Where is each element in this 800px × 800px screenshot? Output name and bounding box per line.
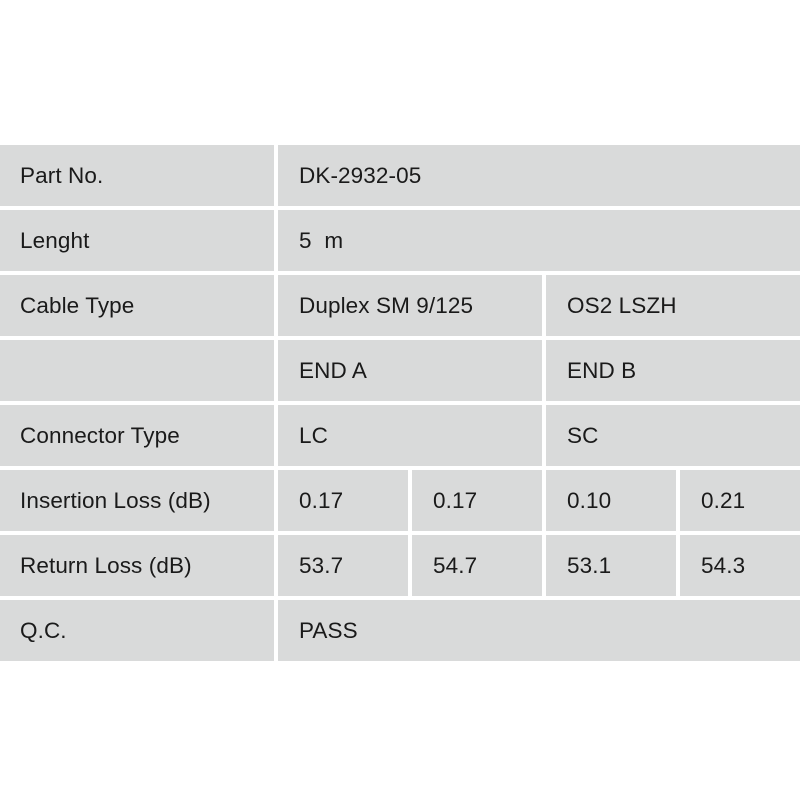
row-value-insertion-loss-2: 0.17 — [412, 470, 542, 531]
row-label-insertion-loss: Insertion Loss (dB) — [0, 470, 274, 531]
row-value-qc-1: PASS — [278, 600, 800, 661]
row-value-return-loss-4: 54.3 — [680, 535, 800, 596]
row-value-part-no-1: DK-2932-05 — [278, 145, 800, 206]
row-label-qc: Q.C. — [0, 600, 274, 661]
row-value-end-header-1: END A — [278, 340, 542, 401]
spec-sheet: Part No. DK-2932-05 Lenght 5 m Cable Type Dup… — [0, 145, 800, 661]
row-value-connector-type-1: LC — [278, 405, 542, 466]
row-label-return-loss: Return Loss (dB) — [0, 535, 274, 596]
row-value-return-loss-1: 53.7 — [278, 535, 408, 596]
row-label-end-header — [0, 340, 274, 401]
row-value-connector-type-2: SC — [546, 405, 800, 466]
row-value-insertion-loss-3: 0.10 — [546, 470, 676, 531]
row-value-cable-type-1: Duplex SM 9/125 — [278, 275, 542, 336]
row-label-lenght: Lenght — [0, 210, 274, 271]
row-value-return-loss-2: 54.7 — [412, 535, 542, 596]
row-label-cable-type: Cable Type — [0, 275, 274, 336]
row-value-insertion-loss-1: 0.17 — [278, 470, 408, 531]
row-value-return-loss-3: 53.1 — [546, 535, 676, 596]
row-value-insertion-loss-4: 0.21 — [680, 470, 800, 531]
row-value-end-header-2: END B — [546, 340, 800, 401]
row-label-part-no: Part No. — [0, 145, 274, 206]
row-value-lenght-1: 5 m — [278, 210, 800, 271]
spec-table: Part No. DK-2932-05 Lenght 5 m Cable Type Dup… — [0, 145, 800, 661]
row-value-cable-type-2: OS2 LSZH — [546, 275, 800, 336]
row-label-connector-type: Connector Type — [0, 405, 274, 466]
